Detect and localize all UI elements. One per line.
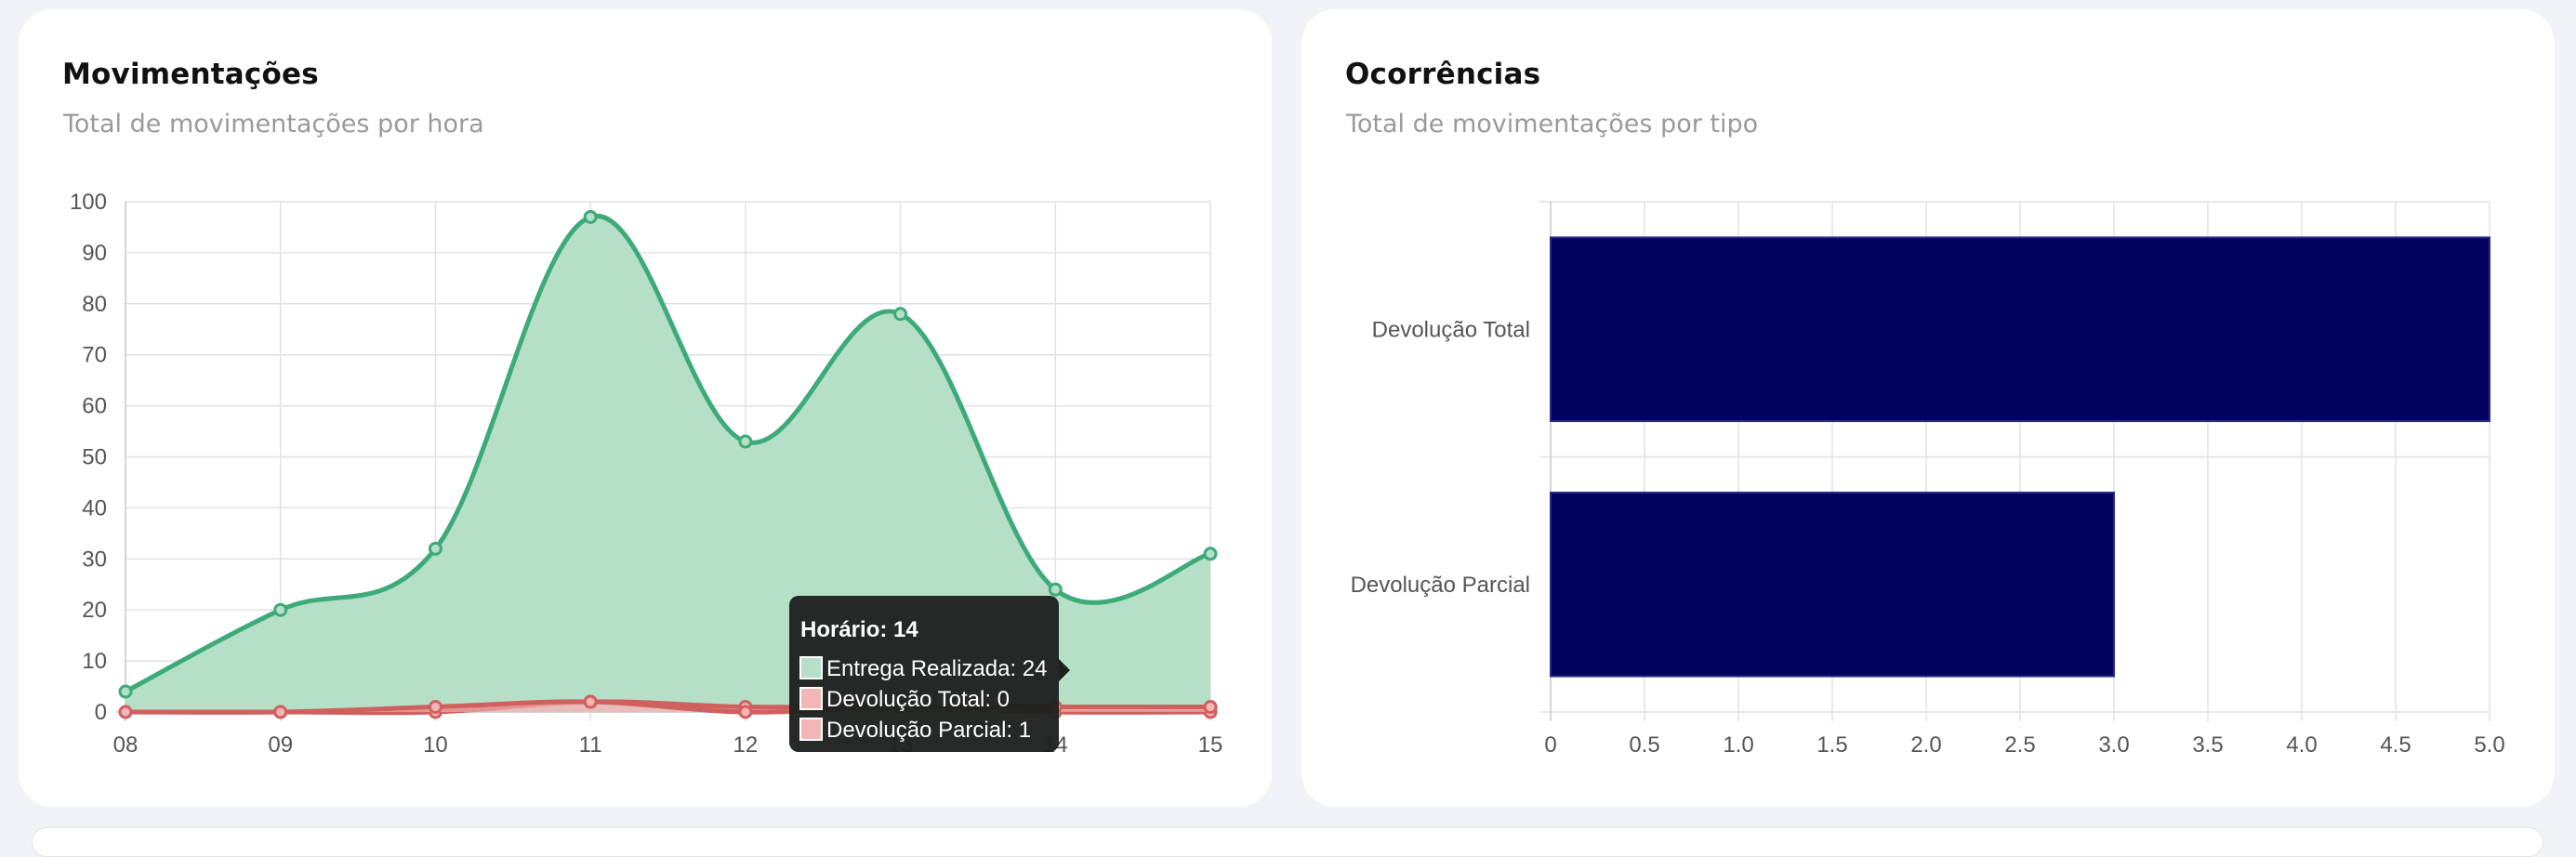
data-point-entrega-realizada[interactable]: [893, 307, 908, 322]
tooltip-swatch: [799, 718, 823, 741]
x-tick-label: 10: [423, 732, 448, 758]
data-point-entrega-realizada[interactable]: [1203, 547, 1218, 561]
y-tick-label: 0: [95, 700, 107, 725]
data-point-entrega-realizada[interactable]: [738, 434, 753, 449]
x-tick-label: 11: [579, 732, 602, 758]
y-tick-label: 10: [82, 649, 107, 674]
y-tick-label: 80: [82, 292, 107, 317]
tooltip-line: Entrega Realizada: 24: [826, 656, 1048, 681]
area-entrega-realizada: [125, 216, 1210, 712]
tooltip-line: Devolução Parcial: 1: [826, 718, 1031, 743]
data-point-entrega-realizada[interactable]: [1048, 582, 1063, 597]
y-tick-label: 100: [70, 190, 107, 215]
movimentacoes-card: Movimentações Total de movimentações por…: [19, 9, 1272, 807]
x-tick-label: 3.0: [2098, 732, 2129, 758]
data-point-devolucao-parcial[interactable]: [583, 694, 598, 709]
data-point-devolucao-parcial[interactable]: [428, 700, 443, 715]
x-tick-label: 5.0: [2474, 732, 2504, 758]
y-tick-label: 30: [82, 547, 107, 572]
x-tick-label: 4.5: [2380, 732, 2411, 758]
tooltip-caret: [1059, 659, 1070, 681]
x-tick-label: 0.5: [1629, 732, 1659, 758]
data-point-devolucao-parcial[interactable]: [738, 705, 753, 719]
data-point-devolucao-parcial[interactable]: [273, 705, 288, 719]
data-point-entrega-realizada[interactable]: [583, 209, 598, 224]
series-line-entrega-realizada: [124, 213, 1211, 694]
ocorrencias-subtitle: Total de movimentações por tipo: [1346, 110, 1759, 138]
x-tick-label: 3.5: [2192, 732, 2223, 758]
y-tick-label: 40: [82, 495, 107, 521]
movimentacoes-title: Movimentações: [62, 58, 319, 91]
x-tick-label: 1.5: [1816, 732, 1847, 758]
x-tick-label: 2.5: [2004, 732, 2035, 758]
ocorrencias-bar-chart[interactable]: 0 0.5 1.0 1.5 2.0 2.5 3.0 3.5 4.0 4.5 5.0 Devolução…: [1301, 9, 2555, 807]
tooltip-title: Horário: 14: [800, 617, 918, 642]
chart-tooltip: Horário: 14 Entrega Realizada: 24 Devoluçã…: [789, 596, 1070, 752]
x-tick-label: 15: [1198, 732, 1223, 758]
x-tick-label: 0: [1544, 732, 1556, 758]
data-point-entrega-realizada[interactable]: [118, 684, 133, 699]
y-tick-label: 70: [82, 343, 107, 368]
y-tick-label: 20: [82, 598, 107, 623]
data-point-devolucao-parcial[interactable]: [1203, 700, 1218, 715]
tooltip-box: [789, 596, 1059, 752]
y-tick-label: 50: [82, 445, 107, 470]
ocorrencias-title: Ocorrências: [1345, 58, 1541, 91]
tooltip-swatch: [799, 656, 823, 679]
movimentacoes-subtitle: Total de movimentações por hora: [63, 110, 484, 138]
x-tick-label: 2.0: [1910, 732, 1941, 758]
data-point-devolucao-parcial[interactable]: [118, 705, 133, 719]
bar[interactable]: [1550, 236, 2490, 423]
ocorrencias-card: Ocorrências Total de movimentações por t…: [1301, 9, 2555, 807]
x-tick-label: 09: [268, 732, 293, 758]
y-category-label: Devolução Total: [1372, 317, 1530, 342]
x-tick-label: 4.0: [2286, 732, 2317, 758]
data-point-entrega-realizada[interactable]: [428, 541, 443, 556]
x-tick-label: 08: [113, 732, 139, 758]
tooltip-line: Devolução Total: 0: [826, 687, 1010, 712]
tooltip-swatch: [799, 687, 823, 710]
y-category-label: Devolução Parcial: [1351, 573, 1530, 598]
x-tick-label: 1.0: [1723, 732, 1753, 758]
movimentacoes-line-chart[interactable]: 01020304050607080901000809101112131415Ho…: [19, 9, 1272, 807]
x-tick-label: 12: [733, 732, 759, 758]
data-point-entrega-realizada[interactable]: [273, 602, 288, 617]
y-tick-label: 60: [82, 394, 107, 419]
bar[interactable]: [1550, 491, 2115, 678]
y-tick-label: 90: [82, 241, 107, 266]
next-card-edge: [32, 827, 2543, 857]
